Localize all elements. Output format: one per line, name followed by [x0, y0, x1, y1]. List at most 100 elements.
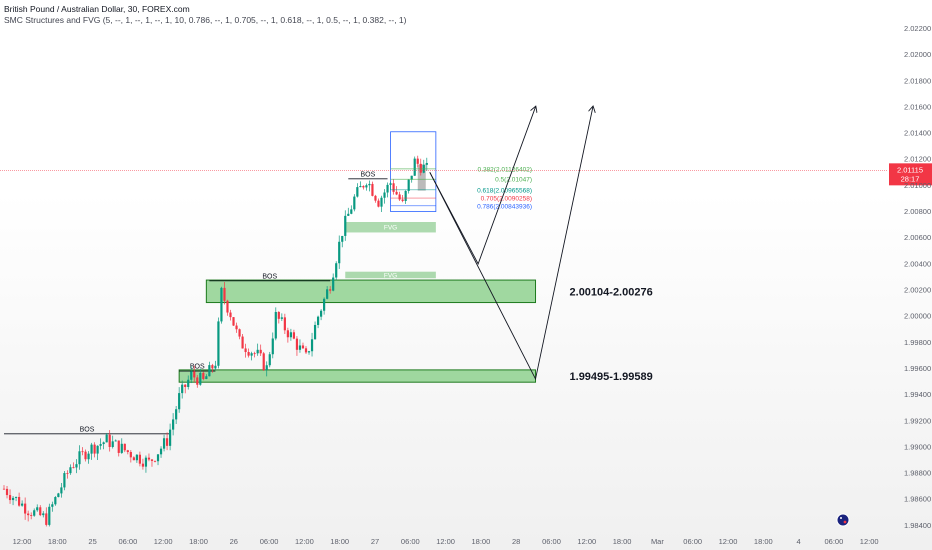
candle-body — [229, 312, 232, 318]
time-tick-label: 12:00 — [13, 537, 32, 546]
candle-body — [250, 353, 253, 356]
countdown-label: 28:17 — [901, 174, 920, 183]
candle-body — [87, 453, 90, 460]
candle-body — [374, 195, 377, 201]
time-tick-label: 27 — [371, 537, 379, 546]
candle-body — [262, 353, 265, 371]
candle-body — [117, 440, 120, 453]
candle-body — [289, 332, 292, 338]
candle-body — [162, 438, 166, 449]
candle-body — [386, 184, 389, 193]
candle-body — [178, 393, 181, 410]
candle-body — [383, 192, 386, 198]
candle-body — [304, 348, 308, 353]
candle-body — [172, 419, 175, 430]
price-tick-label: 1.99800 — [904, 338, 931, 347]
candle-body — [247, 352, 250, 356]
time-tick-label: 18:00 — [754, 537, 773, 546]
time-tick-label: 12:00 — [295, 537, 314, 546]
time-tick-label: 06:00 — [542, 537, 561, 546]
fib-level-label: 0.382(2.01126402) — [478, 166, 532, 173]
candle-body — [298, 345, 302, 350]
projection-path — [429, 107, 593, 381]
time-tick-label: 28 — [512, 537, 520, 546]
flag-icon-layer — [836, 513, 850, 527]
current-price-tag — [889, 163, 932, 186]
candle-body — [413, 158, 416, 176]
candle-body — [268, 354, 271, 366]
candle-body — [111, 441, 114, 447]
candle-body — [169, 429, 172, 446]
candle-body — [271, 338, 274, 355]
bos-label: BOS — [80, 426, 95, 433]
candle-body — [156, 454, 160, 462]
candle-body — [126, 450, 129, 452]
price-axis: 2.02200 2.02000 2.01800 2.01600 2.01400 2.012… — [904, 24, 931, 530]
candle-body — [45, 513, 48, 525]
time-tick-label: 12:00 — [436, 537, 455, 546]
price-tick-label: 2.01000 — [904, 181, 931, 190]
time-tick-label: 12:00 — [577, 537, 596, 546]
candle-body — [8, 495, 12, 501]
candle-body — [419, 163, 422, 173]
candle-body — [205, 376, 208, 379]
candle-body — [51, 504, 54, 507]
candle-body — [407, 179, 410, 191]
candle-body — [353, 196, 356, 210]
candle-body — [66, 473, 69, 474]
price-tick-label: 2.00000 — [904, 312, 931, 321]
candle-body — [69, 467, 72, 474]
candle-body — [392, 183, 395, 192]
candle-body — [362, 186, 365, 188]
bos-label: BOS — [262, 273, 277, 280]
candle-body — [307, 351, 311, 353]
candle-body — [181, 384, 184, 394]
candle-body — [93, 444, 96, 454]
price-tick-label: 2.02000 — [904, 50, 931, 59]
price-tick-label: 2.00800 — [904, 207, 931, 216]
candle-body — [193, 371, 196, 378]
candle-body — [244, 348, 247, 353]
time-tick-label: 06:00 — [401, 537, 420, 546]
projection-path — [429, 107, 536, 265]
zones-layer: 2.00104-2.00276 1.99495-1.99589 FVG FVG — [178, 131, 653, 383]
candle-body — [196, 377, 199, 385]
candle-body — [259, 349, 262, 354]
candle-body — [123, 443, 126, 451]
flag-star — [840, 517, 842, 519]
candle-body — [410, 175, 413, 180]
candle-body — [202, 372, 205, 379]
time-tick-label: 12:00 — [719, 537, 738, 546]
candle-body — [175, 409, 178, 420]
swing-range-box — [390, 131, 437, 212]
candle-body — [165, 438, 169, 446]
candle-body — [365, 185, 368, 188]
candle-body — [72, 467, 75, 469]
price-tick-label: 2.01600 — [904, 102, 931, 111]
candle-body — [398, 194, 401, 200]
candle-body — [217, 321, 220, 366]
candle-body — [21, 503, 24, 506]
price-tick-label: 1.98600 — [904, 495, 931, 504]
demand-zone — [205, 279, 537, 304]
candle-body — [11, 497, 15, 501]
time-tick-label: 4 — [797, 537, 801, 546]
candle-body — [283, 317, 286, 331]
candle-body — [60, 487, 63, 494]
fib-level-label: 0.5(2.01047) — [495, 177, 532, 184]
candle-body — [14, 496, 18, 498]
range-marker — [417, 164, 426, 191]
indicator-legend[interactable]: SMC Structures and FVG (5, --, 1, --, 1,… — [4, 15, 407, 25]
candle-body — [42, 513, 45, 516]
fvg-label: FVG — [384, 272, 397, 279]
candle-body — [90, 444, 93, 454]
candle-body — [232, 317, 235, 326]
candle-body — [265, 365, 268, 371]
time-tick-label: 18:00 — [472, 537, 491, 546]
symbol-title[interactable]: British Pound / Australian Dollar, 30, F… — [4, 4, 190, 14]
time-tick-label: 06:00 — [260, 537, 279, 546]
price-tick-label: 1.99400 — [904, 390, 931, 399]
time-tick-label: 06:00 — [119, 537, 138, 546]
